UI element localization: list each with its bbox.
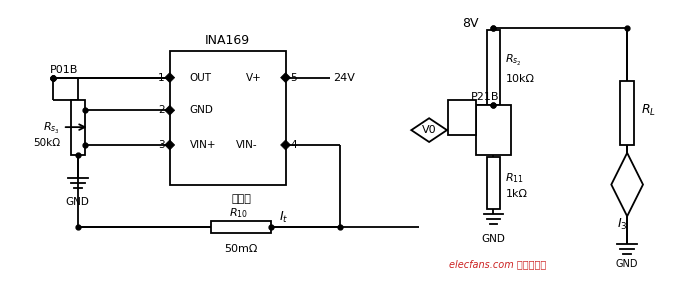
Polygon shape — [611, 153, 643, 216]
Bar — [70, 100, 85, 155]
Text: P21B: P21B — [471, 92, 499, 102]
Bar — [170, 51, 285, 185]
Text: 5: 5 — [291, 72, 297, 83]
Polygon shape — [280, 73, 291, 83]
Text: GND: GND — [66, 197, 90, 207]
Text: GND: GND — [189, 105, 213, 115]
Polygon shape — [165, 140, 174, 150]
Text: 50mΩ: 50mΩ — [224, 244, 258, 254]
Text: 10kΩ: 10kΩ — [505, 74, 534, 84]
Text: $R_{s_3}$: $R_{s_3}$ — [43, 121, 60, 136]
Polygon shape — [411, 118, 447, 142]
Polygon shape — [280, 140, 291, 150]
Text: VIN-: VIN- — [236, 140, 258, 150]
Text: 3: 3 — [158, 140, 165, 150]
Text: GND: GND — [482, 234, 505, 244]
Text: P01B: P01B — [50, 65, 78, 75]
Text: 50kΩ: 50kΩ — [33, 138, 60, 148]
Text: 24V: 24V — [333, 72, 355, 83]
Text: 2: 2 — [158, 105, 165, 115]
Text: V0: V0 — [422, 125, 436, 135]
Text: $R_{10}$: $R_{10}$ — [229, 206, 248, 220]
Text: 1kΩ: 1kΩ — [505, 189, 527, 200]
Text: VIN+: VIN+ — [189, 140, 216, 150]
Bar — [211, 221, 271, 233]
Text: 4: 4 — [291, 140, 297, 150]
Bar — [486, 157, 501, 209]
Text: INA169: INA169 — [205, 35, 250, 47]
Text: $R_{s_2}$: $R_{s_2}$ — [505, 53, 522, 68]
Text: 康铜丝: 康铜丝 — [231, 194, 251, 204]
Text: GND: GND — [616, 259, 638, 269]
Polygon shape — [165, 73, 174, 83]
Text: V+: V+ — [246, 72, 262, 83]
Text: $R_L$: $R_L$ — [641, 103, 656, 118]
Text: elecfans.com 电路爱好友: elecfans.com 电路爱好友 — [449, 259, 547, 269]
Bar — [486, 30, 501, 105]
Bar — [448, 100, 475, 135]
Text: $R_{11}$: $R_{11}$ — [505, 171, 525, 185]
Text: $I_t$: $I_t$ — [278, 210, 288, 225]
Text: 8V: 8V — [462, 17, 479, 30]
Polygon shape — [165, 105, 174, 115]
Text: 1: 1 — [158, 72, 165, 83]
Text: $I_3$: $I_3$ — [617, 217, 627, 232]
Text: OUT: OUT — [189, 72, 211, 83]
Bar — [475, 105, 512, 155]
Bar — [620, 81, 634, 145]
